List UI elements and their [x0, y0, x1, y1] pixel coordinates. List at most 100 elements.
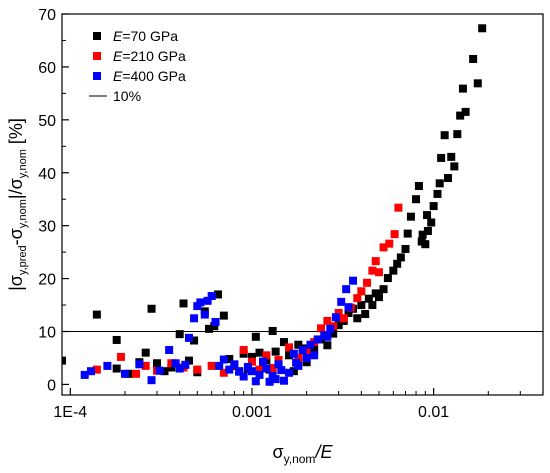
data-point: [423, 211, 432, 220]
data-point: [289, 367, 298, 376]
data-point: [294, 340, 303, 349]
legend-ref-label: 10%: [113, 88, 141, 104]
data-point: [279, 338, 288, 347]
data-point: [401, 244, 410, 253]
data-point: [374, 268, 383, 277]
data-point: [207, 361, 216, 370]
legend-label-1: E=210 GPa: [113, 48, 186, 64]
data-point: [450, 162, 459, 171]
data-point: [342, 285, 351, 294]
data-point: [461, 107, 470, 116]
data-point: [274, 356, 283, 365]
data-point: [103, 361, 112, 370]
data-point: [418, 230, 427, 239]
data-point: [353, 314, 362, 323]
data-point: [120, 369, 129, 378]
y-tick-label: 60: [38, 60, 56, 77]
data-point: [247, 367, 256, 376]
data-point: [323, 341, 332, 350]
data-point: [251, 332, 260, 341]
data-point: [219, 311, 228, 320]
data-point: [225, 355, 234, 364]
data-point: [323, 316, 332, 325]
data-point: [473, 79, 482, 88]
data-point: [310, 346, 319, 355]
data-point: [427, 218, 436, 227]
data-point: [190, 336, 199, 345]
data-point: [279, 376, 288, 385]
data-point: [289, 349, 298, 358]
y-tick-label: 70: [38, 7, 56, 24]
data-point: [317, 324, 326, 333]
legend-label-2: E=400 GPa: [113, 68, 186, 84]
data-point: [135, 360, 144, 369]
data-point: [175, 330, 184, 339]
plot-frame: [61, 13, 544, 396]
data-point: [181, 360, 190, 369]
data-points: [62, 24, 487, 386]
data-point: [179, 299, 188, 308]
data-point: [141, 361, 150, 370]
series-1: [92, 203, 403, 378]
data-point: [274, 360, 283, 369]
data-point: [389, 266, 398, 275]
data-point: [213, 290, 222, 299]
data-point: [271, 347, 280, 356]
data-point: [271, 375, 280, 384]
data-point: [361, 310, 370, 319]
data-point: [302, 353, 311, 362]
legend-marker-0: [93, 32, 101, 40]
data-point: [207, 292, 216, 301]
data-point: [87, 367, 96, 376]
data-point: [268, 326, 277, 335]
data-point: [193, 365, 202, 374]
data-point: [414, 181, 423, 190]
data-point: [334, 308, 343, 317]
plot-area: [61, 13, 544, 396]
data-point: [385, 239, 394, 248]
data-point: [331, 313, 340, 322]
x-axis-label: σy,nom/E: [273, 442, 334, 466]
data-point: [255, 365, 264, 374]
data-point: [423, 226, 432, 235]
data-point: [204, 324, 213, 333]
data-point: [339, 314, 348, 323]
series-2: [80, 276, 358, 386]
data-point: [406, 212, 415, 221]
data-point: [323, 332, 332, 341]
data-point: [285, 368, 294, 377]
data-point: [456, 111, 465, 120]
data-point: [112, 335, 121, 344]
data-point: [147, 304, 156, 313]
data-point: [251, 377, 260, 386]
data-point: [453, 130, 462, 139]
data-point: [364, 294, 373, 303]
y-axis-label: |σy,pred-σy,nom|/σy,nom [%]: [6, 118, 29, 291]
data-point: [211, 317, 220, 326]
data-point: [429, 202, 438, 211]
legend-label-0: E=70 GPa: [113, 28, 178, 44]
data-point: [440, 131, 449, 140]
data-point: [421, 240, 430, 249]
data-point: [219, 355, 228, 364]
data-point: [155, 366, 164, 375]
data-point: [239, 372, 248, 381]
data-point: [196, 298, 205, 307]
data-point: [62, 356, 66, 365]
data-point: [371, 257, 380, 266]
data-point: [243, 362, 252, 371]
data-point: [203, 296, 212, 305]
data-point: [433, 189, 442, 198]
data-point: [92, 310, 101, 319]
data-point: [265, 377, 274, 386]
data-point: [239, 346, 248, 355]
data-point: [184, 333, 193, 342]
data-point: [357, 287, 366, 296]
data-point: [302, 358, 311, 367]
y-tick-label: 50: [38, 113, 56, 130]
data-point: [247, 352, 256, 361]
data-point: [80, 370, 89, 379]
data-point: [175, 364, 184, 373]
data-point: [374, 293, 383, 302]
